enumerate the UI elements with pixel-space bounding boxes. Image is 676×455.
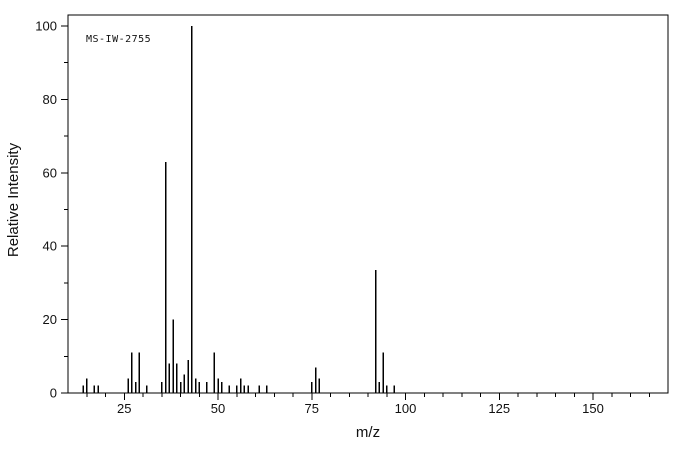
x-tick-label: 50 <box>211 401 225 416</box>
spectrum-peak <box>172 319 174 393</box>
y-tick-label: 20 <box>43 312 57 327</box>
spectrum-peak <box>378 381 380 393</box>
spectrum-peak <box>311 381 313 393</box>
spectrum-peak <box>243 385 245 393</box>
spectrum-peak <box>146 385 148 393</box>
spectrum-peaks <box>82 26 395 393</box>
spectrum-peak <box>168 363 170 393</box>
spectrum-peak <box>206 381 208 393</box>
spectrum-peak <box>97 385 99 393</box>
spectrum-peak <box>318 378 320 393</box>
axis-ticks <box>61 25 650 400</box>
x-tick-label: 75 <box>305 401 319 416</box>
spectrum-peak <box>213 352 215 393</box>
spectrum-peak <box>86 378 88 393</box>
spectrum-peak <box>239 378 242 393</box>
spectrum-peak <box>221 381 223 393</box>
spectrum-peak <box>228 385 230 393</box>
spectrum-peak <box>217 378 219 393</box>
spectrum-peak <box>138 352 140 393</box>
spectrum-peak <box>164 161 167 393</box>
spectrum-peak <box>93 385 95 393</box>
spectrum-peak <box>314 367 317 393</box>
x-tick-label: 150 <box>582 401 604 416</box>
x-tick-label: 100 <box>395 401 417 416</box>
spectrum-peak <box>131 352 133 393</box>
spectrum-peak <box>393 385 395 393</box>
spectrum-peak <box>258 385 260 393</box>
y-tick-label: 0 <box>50 386 57 401</box>
x-axis-title: m/z <box>355 424 381 441</box>
spectrum-peak <box>134 381 137 393</box>
spectrum-peak <box>183 374 185 393</box>
spectrum-peak <box>374 270 377 393</box>
spectrum-peak <box>191 26 193 393</box>
spectrum-peak <box>179 381 182 393</box>
spectrum-id-label: MS-IW-2755 <box>86 34 152 45</box>
spectrum-peak <box>198 381 200 393</box>
axis-tick-labels: 25 50 75 100 125 150 0 20 40 60 80 100 <box>35 19 604 417</box>
spectrum-peak <box>176 363 178 393</box>
x-tick-label: 25 <box>117 401 131 416</box>
spectrum-peak <box>161 381 163 393</box>
spectrum-peak <box>236 385 238 393</box>
spectrum-peak <box>187 359 189 393</box>
y-tick-label: 80 <box>43 92 57 107</box>
spectrum-peak <box>266 385 268 393</box>
plot-frame <box>67 14 669 394</box>
spectrum-peak <box>382 352 384 393</box>
spectrum-peak <box>386 385 388 393</box>
x-tick-label: 125 <box>488 401 510 416</box>
y-tick-label: 60 <box>43 165 57 180</box>
spectrum-peak <box>127 378 129 393</box>
y-tick-label: 100 <box>35 19 57 34</box>
spectrum-peak <box>82 385 84 393</box>
y-axis-title: Relative Intensity <box>5 142 22 258</box>
spectrum-peak <box>247 385 249 393</box>
y-tick-label: 40 <box>43 239 57 254</box>
spectrum-peak <box>194 378 197 393</box>
